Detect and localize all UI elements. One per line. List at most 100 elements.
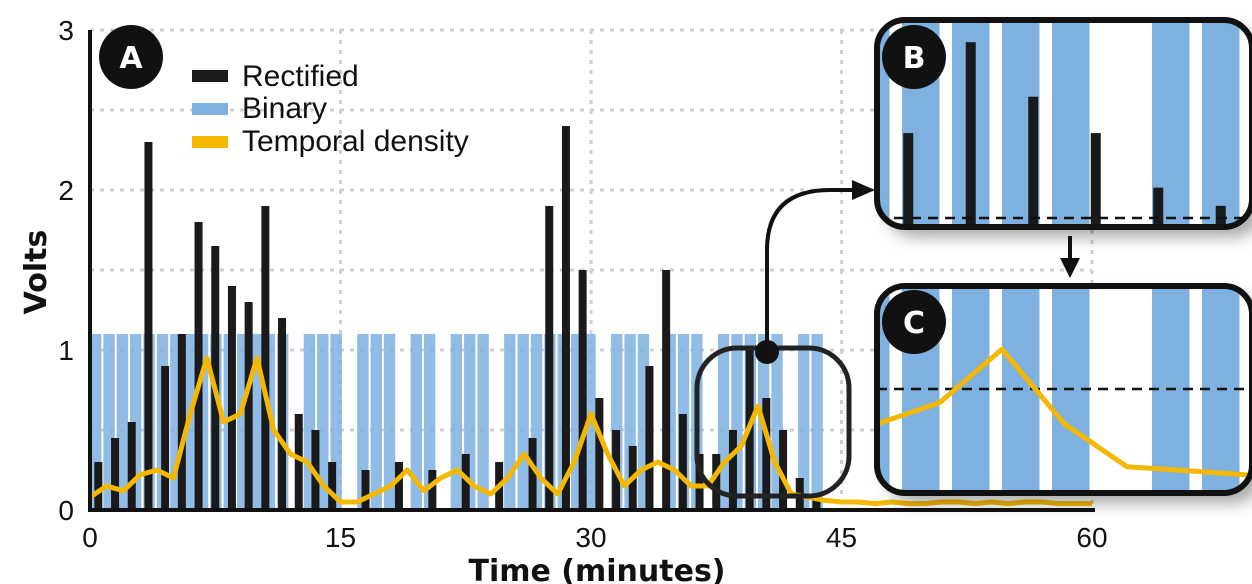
x-tick-label: 15 [325,522,356,553]
panel-badge-a: A [99,25,163,89]
x-tick-label: 30 [575,522,606,553]
panel-b-rectified-spike [1153,187,1164,224]
binary-bar [464,334,476,510]
binary-bar [424,334,436,510]
binary-bar [811,334,823,510]
rectified-spike [662,270,671,510]
rectified-spike [278,318,287,510]
rectified-spike [712,454,721,510]
rectified-spike [111,438,120,510]
rectified-spike [645,366,654,510]
binary-bar [250,334,262,510]
rectified-spike [227,286,236,510]
binary-bar [771,334,783,510]
legend-label-temporal-density: Temporal density [242,125,469,158]
arrowhead-c [1060,258,1080,278]
rectified-spike [361,470,370,510]
svg-text:B: B [903,41,926,76]
rectified-spike [244,302,253,510]
zoom-arrow-to-b [765,188,860,350]
rectified-spike [678,414,687,510]
rectified-spike [779,430,788,510]
panel-b-rectified-spike [903,133,914,224]
binary-bar [717,334,730,510]
panel-b-binary-bar [1052,20,1090,227]
binary-bar [103,334,115,510]
legend-swatch-binary [192,103,228,115]
binary-bar [303,334,316,510]
rectified-spike [528,438,537,510]
y-tick-labels: 0 1 2 3 [58,15,74,526]
binary-bar [370,334,382,510]
rectified-spike [127,422,136,510]
temporal-density-line [88,355,1092,507]
binary-bar [570,334,583,510]
panel-c-density-line [877,346,1252,480]
binary-bar [236,334,249,510]
y-tick-label: 0 [58,495,74,526]
x-axis-title: Time (minutes) [468,554,725,584]
svg-text:A: A [119,41,143,76]
rectified-spike [728,430,737,510]
binary-bar [90,334,102,510]
y-tick-label: 3 [58,15,74,46]
panel-b-rectified-spike [1090,133,1101,224]
rectified-spike [545,206,554,510]
binary-bar [731,334,743,510]
rectified-spike [94,462,103,510]
rectified-spike [461,454,470,510]
panel-c: C [874,283,1252,496]
legend-swatch-rectified [192,70,228,82]
binary-bar [530,334,543,510]
rectified-spike [578,270,587,510]
binary-bar [383,334,396,510]
binary-bar [317,334,329,510]
rectified-spike [194,222,203,510]
binary-bar [611,334,623,510]
rectified-spike [428,470,437,510]
rectified-spike [177,334,186,510]
rectified-spike [595,398,604,510]
legend-label-rectified: Rectified [242,60,359,93]
binary-bar [330,334,342,510]
binary-bar [624,334,636,510]
panel-b-border [874,17,1252,230]
x-tick-labels: 0 15 30 45 60 [82,522,1107,553]
y-tick-label: 1 [58,335,74,366]
binary-bar [798,334,810,510]
binary-bar [517,334,529,510]
rectified-spike [762,398,771,510]
panel-b-rectified-spike [1215,205,1226,224]
rectified-spike [394,462,403,510]
rectified-spike [161,366,170,510]
legend-label-binary: Binary [242,92,327,125]
panel-c-border [874,283,1252,496]
rectified-spike [328,462,337,510]
binary-bar [504,334,516,510]
rectified-spike [561,126,570,510]
y-axis-title: Volts [19,230,54,315]
panel-b-rectified-spike [965,42,976,224]
panel-b-rectified [903,42,1226,224]
binary-bar [664,334,676,510]
panel-b-rectified-spike [1028,96,1039,224]
binary-bar [477,334,489,510]
x-tick-label: 60 [1076,522,1107,553]
binary-bar [130,334,142,510]
binary-series [90,334,823,510]
y-tick-label: 2 [58,175,74,206]
x-tick-label: 0 [82,522,98,553]
x-tick-label: 45 [826,522,857,553]
svg-text:C: C [903,306,925,341]
zoom-anchor-dot [755,340,779,364]
rectified-spike [812,494,821,510]
binary-bar [637,334,650,510]
panel-b-binary-bar [1202,20,1240,227]
binary-bar [196,334,209,510]
rectified-spike [294,414,303,510]
rectified-spike [695,454,704,510]
binary-bar [116,334,129,510]
binary-bar [170,334,182,510]
rectified-spike [261,206,270,510]
